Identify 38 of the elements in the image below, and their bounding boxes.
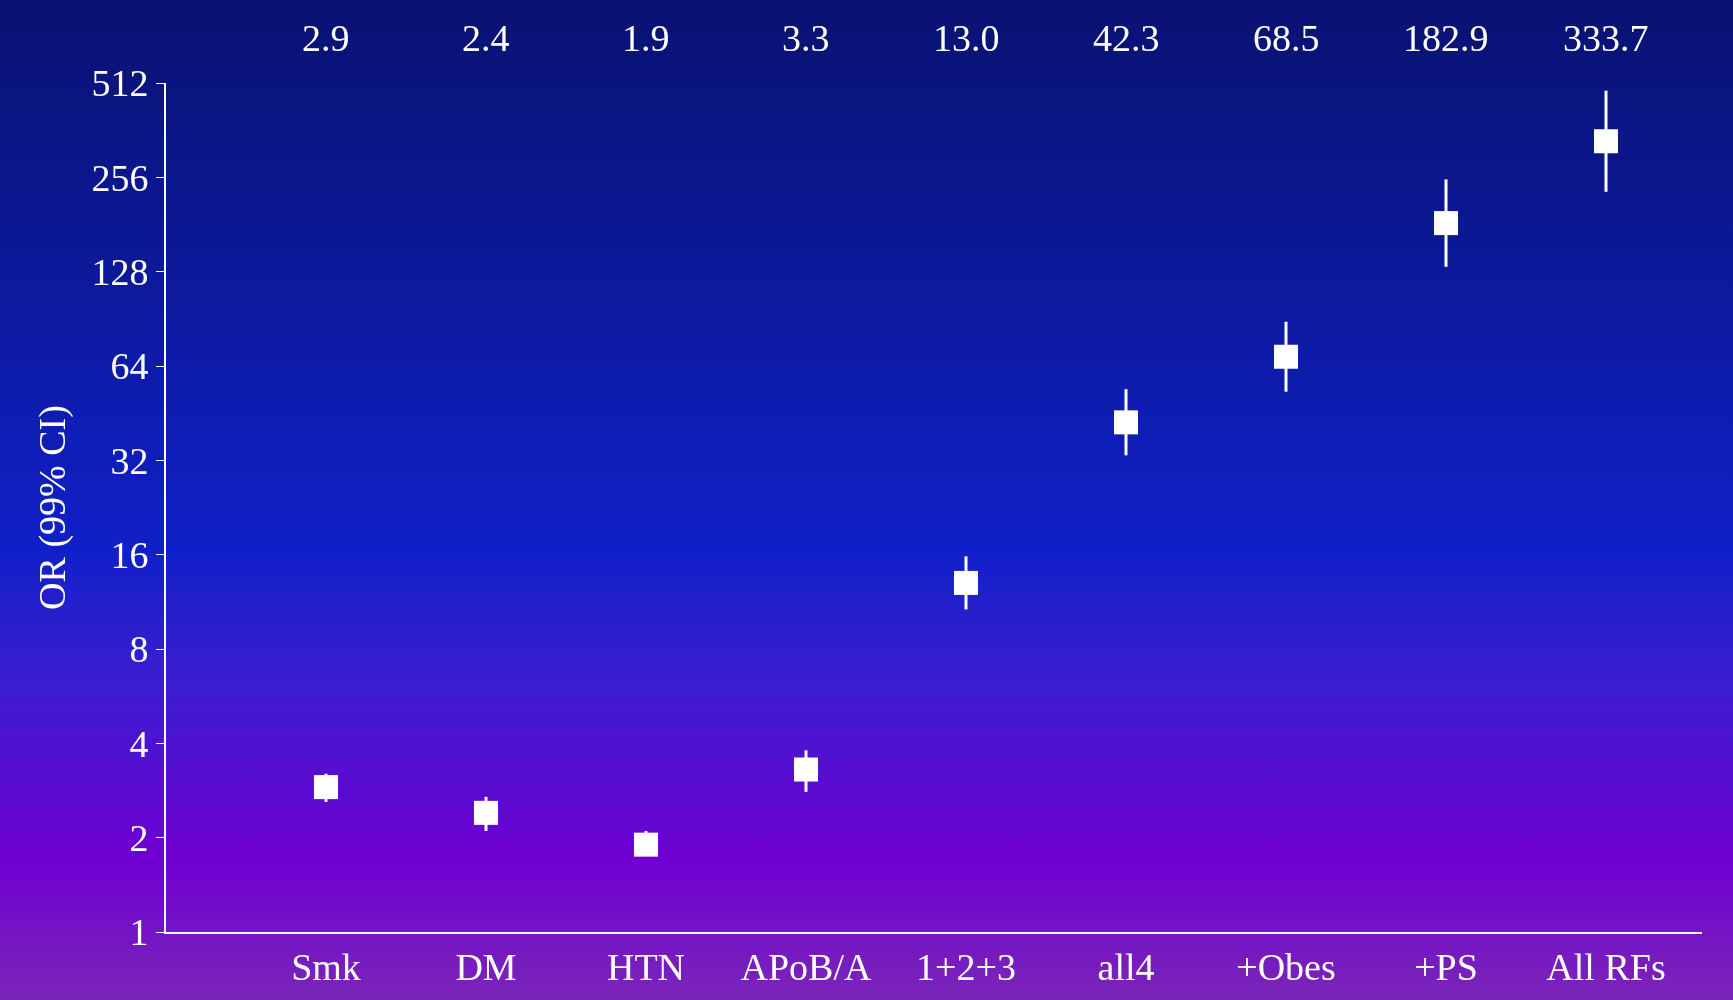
y-tick-label: 1 (129, 911, 149, 954)
text: 182.9 (1403, 17, 1489, 59)
text: 13.0 (933, 17, 1000, 59)
point (1434, 211, 1458, 236)
text: 333.7 (1563, 17, 1649, 59)
y-tick-label: 8 (129, 628, 149, 671)
x-tick-label: DM (455, 945, 517, 988)
text: 42.3 (1093, 17, 1160, 59)
point (634, 832, 658, 857)
x-tick-label: 1+2+3 (916, 945, 1016, 988)
y-tick-label: 64 (110, 345, 149, 388)
text: 3.3 (782, 17, 830, 59)
point (1114, 410, 1138, 435)
y-tick-label: 4 (129, 722, 149, 765)
point (474, 800, 498, 825)
y-tick-label: 128 (91, 250, 149, 293)
text: 2.4 (462, 17, 510, 59)
text: 1.9 (622, 17, 670, 59)
x-tick-label: +Obes (1236, 945, 1336, 988)
x-tick-label: APoB/A (740, 945, 873, 988)
y-tick-label: 16 (110, 533, 149, 576)
point (954, 570, 978, 595)
y-axis-title: OR (99% CI) (31, 405, 75, 610)
y-tick-label: 256 (91, 156, 149, 199)
y-tick-label: 512 (91, 62, 149, 105)
y-tick-label: 32 (110, 439, 149, 482)
point (1594, 129, 1618, 154)
text: 2.9 (302, 17, 350, 59)
point (314, 775, 338, 800)
x-tick-label: HTN (606, 945, 686, 988)
y-tick-label: 2 (129, 816, 149, 859)
point (794, 757, 818, 782)
x-tick-label: all4 (1097, 945, 1155, 988)
x-tick-label: Smk (291, 945, 361, 988)
text: 68.5 (1253, 17, 1320, 59)
point (1274, 344, 1298, 369)
x-tick-label: +PS (1414, 945, 1478, 988)
x-tick-label: All RFs (1546, 945, 1666, 988)
